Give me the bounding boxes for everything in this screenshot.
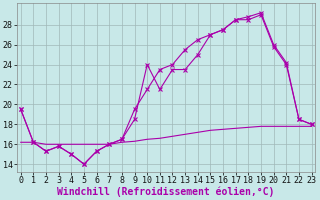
X-axis label: Windchill (Refroidissement éolien,°C): Windchill (Refroidissement éolien,°C) <box>58 187 275 197</box>
